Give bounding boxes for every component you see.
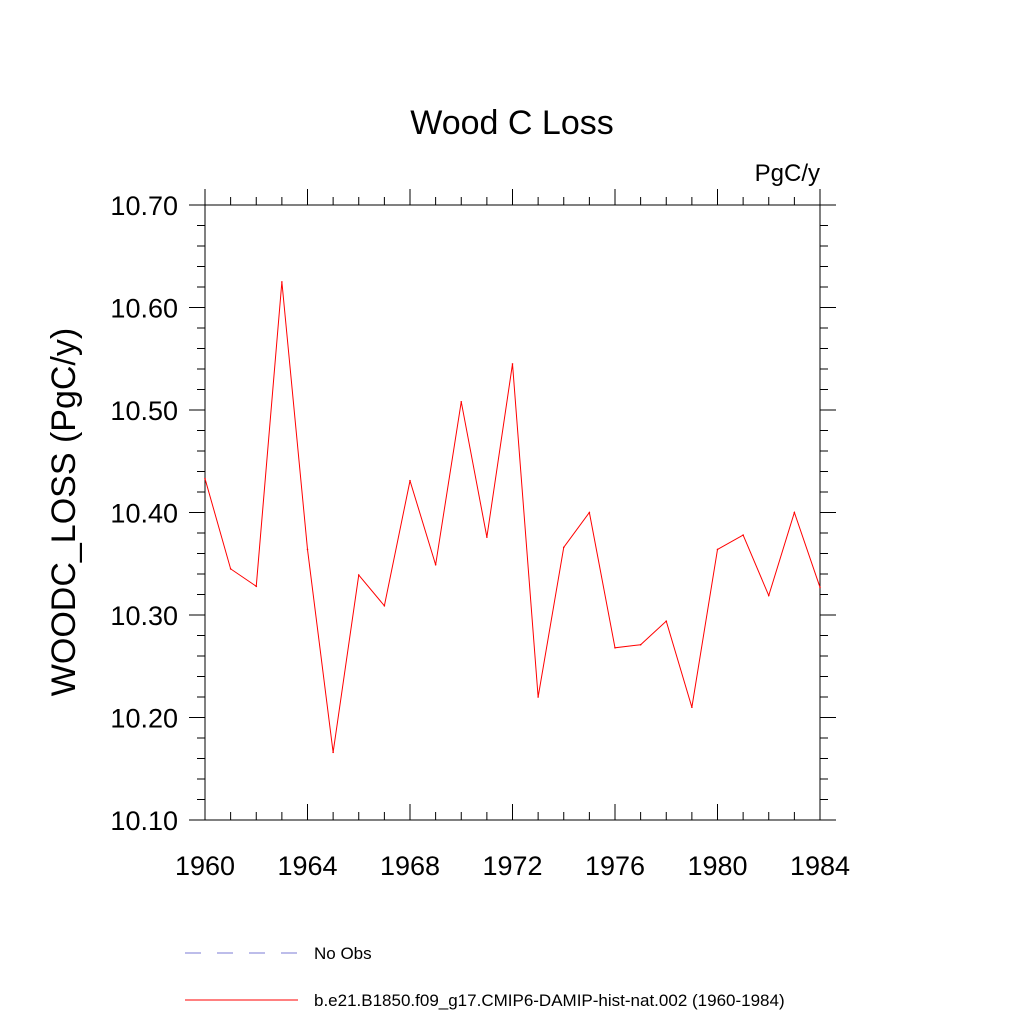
plot-frame <box>204 204 821 821</box>
units-label: PgC/y <box>755 160 820 187</box>
data-point <box>306 548 309 551</box>
data-point <box>511 363 514 365</box>
x-tick-label: 1964 <box>277 851 337 881</box>
data-point <box>562 546 565 549</box>
data-point <box>665 620 668 622</box>
data-point <box>742 534 744 536</box>
x-tick-label: 1984 <box>790 851 850 881</box>
data-point <box>691 706 693 709</box>
y-axis-label: WOODC_LOSS (PgC/y) <box>45 328 83 696</box>
data-point <box>409 479 411 482</box>
legend-label: No Obs <box>314 944 372 963</box>
x-tick-label: 1980 <box>687 851 747 881</box>
data-point <box>281 281 283 283</box>
data-point <box>486 536 488 538</box>
data-point <box>767 594 770 597</box>
data-point <box>537 696 539 698</box>
data-point <box>204 477 206 480</box>
data-point <box>639 643 642 646</box>
y-tick-label: 10.30 <box>110 601 178 631</box>
y-tick-label: 10.10 <box>110 806 178 836</box>
data-point <box>434 563 437 566</box>
series-group <box>204 281 821 754</box>
x-tick-label: 1972 <box>482 851 542 881</box>
data-point <box>614 647 616 649</box>
series-line <box>204 281 821 753</box>
data-point <box>357 574 360 576</box>
axis-ticks <box>189 189 836 821</box>
chart-title: Wood C Loss <box>410 104 613 142</box>
y-tick-label: 10.20 <box>110 704 178 734</box>
legend-label: b.e21.B1850.f09_g17.CMIP6-DAMIP-hist-nat… <box>314 991 785 1010</box>
data-point <box>460 401 463 403</box>
data-point <box>819 586 821 589</box>
x-tick-label: 1968 <box>380 851 440 881</box>
y-tick-label: 10.50 <box>110 396 178 426</box>
y-tick-label: 10.60 <box>110 294 178 324</box>
data-point <box>332 751 334 754</box>
data-point <box>588 511 591 514</box>
x-tick-label: 1976 <box>585 851 645 881</box>
data-point <box>716 548 719 551</box>
tick-labels: 1960 1964 1968 1972 1976 1980 1984 10.10 10.20 10… <box>110 191 850 881</box>
data-point <box>793 511 796 514</box>
x-tick-label: 1960 <box>175 851 235 881</box>
data-point <box>255 585 258 588</box>
y-tick-label: 10.70 <box>110 191 178 221</box>
legend: No Obs b.e21.B1850.f09_g17.CMIP6-DAMIP-hi… <box>185 944 785 1010</box>
data-point <box>383 604 386 607</box>
y-tick-label: 10.40 <box>110 499 178 529</box>
data-point <box>229 568 232 570</box>
